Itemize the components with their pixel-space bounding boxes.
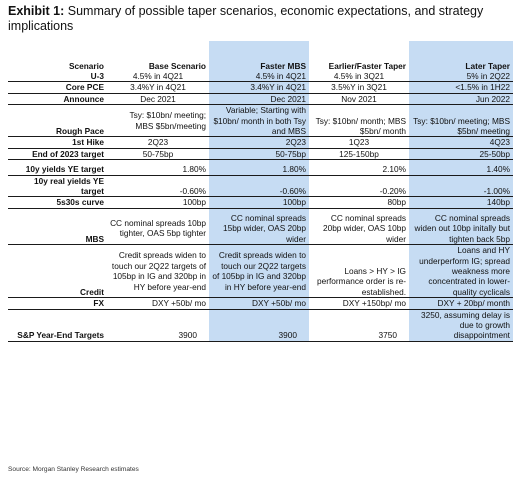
header-earlier-faster: Earlier/Faster Taper	[328, 60, 406, 71]
cell: 100bp	[209, 196, 309, 209]
cell: 1.40%	[409, 164, 513, 176]
source-note: Source: Morgan Stanley Research estimate…	[8, 466, 139, 473]
cell: 3900	[209, 309, 309, 342]
cell: 2Q23	[107, 136, 209, 149]
cell: -0.60%	[107, 175, 209, 198]
table-row-fx: FX DXY +50b/ mo DXY +50b/ mo DXY +150bp/…	[8, 297, 513, 310]
cell: Tsy: $10bn/ meeting; MBS $5bn/ meeting	[409, 104, 513, 138]
table-row-5s30s: 5s30s curve 100bp 100bp 80bp 140bp	[8, 196, 513, 209]
table-row-credit: Credit Credit spreads widen to touch our…	[8, 244, 513, 299]
cell: DXY +50b/ mo	[209, 297, 309, 310]
table-row-sp-targets: S&P Year-End Targets 3900 3900 3750 3250…	[8, 309, 513, 342]
row-label: U-3	[8, 71, 107, 83]
cell: Tsy: $10bn/ meeting; MBS $5bn/meeting	[107, 104, 209, 138]
cell: 100bp	[107, 196, 209, 209]
row-label: MBS	[8, 212, 107, 246]
cell: 1Q23	[309, 136, 409, 149]
cell: 2.10%	[309, 164, 409, 176]
row-label: FX	[8, 297, 107, 310]
cell: 50-75bp	[107, 148, 209, 161]
spacer-row	[8, 159, 513, 165]
spacer-row	[8, 208, 513, 213]
cell: 3750	[309, 309, 409, 342]
cell: Loans and HY underperform IG; spread wea…	[409, 244, 513, 299]
cell: 5% in 2Q22	[409, 71, 513, 83]
cell: 3.5%Y in 3Q21	[309, 81, 409, 94]
cell: <1.5% in 1H22	[409, 81, 513, 94]
header-row: Scenario Base Scenario Faster MBS Earlie…	[8, 41, 513, 71]
cell: 3.4%Y in 4Q21	[107, 81, 209, 94]
cell: Credit spreads widen to touch our 2Q22 t…	[107, 244, 209, 299]
row-label: 5s30s curve	[8, 196, 107, 209]
cell: CC nominal spreads 20bp wider, OAS 10bp …	[309, 212, 409, 246]
cell: 1.80%	[107, 164, 209, 176]
cell: Nov 2021	[309, 93, 409, 106]
cell: Dec 2021	[107, 93, 209, 106]
table-row-rough-pace: Rough Pace Tsy: $10bn/ meeting; MBS $5bn…	[8, 104, 513, 138]
header-later-taper: Later Taper	[409, 41, 513, 71]
cell: Dec 2021	[209, 93, 309, 106]
header-scenario: Scenario	[68, 60, 104, 71]
cell: -1.00%	[409, 175, 513, 198]
cell: -0.60%	[209, 175, 309, 198]
cell: 2Q23	[209, 136, 309, 149]
scenario-table: Scenario Base Scenario Faster MBS Earlie…	[8, 41, 513, 342]
cell: 3900	[107, 309, 209, 342]
table-row-10y-real: 10y real yields YE target -0.60% -0.60% …	[8, 175, 513, 198]
row-label: 10y real yields YE target	[8, 175, 107, 198]
row-label: 10y yields YE target	[8, 164, 107, 176]
cell: 125-150bp	[309, 148, 409, 161]
cell: Tsy: $10bn/ month; MBS $5bn/ month	[309, 104, 409, 138]
cell: Variable; Starting with $10bn/ month in …	[209, 104, 309, 138]
cell: 3.4%Y in 4Q21	[209, 81, 309, 94]
cell: 80bp	[309, 196, 409, 209]
row-label: End of 2023 target	[8, 148, 107, 161]
table-row-first-hike: 1st Hike 2Q23 2Q23 1Q23 4Q23	[8, 136, 513, 149]
table-row-10y-yields: 10y yields YE target 1.80% 1.80% 2.10% 1…	[8, 164, 513, 176]
row-label: Rough Pace	[8, 104, 107, 138]
cell: 4.5% in 4Q21	[209, 71, 309, 83]
cell: 140bp	[409, 196, 513, 209]
table-row-announce: Announce Dec 2021 Dec 2021 Nov 2021 Jun …	[8, 93, 513, 106]
table-row-end-2023: End of 2023 target 50-75bp 50-75bp 125-1…	[8, 148, 513, 161]
table-row-core-pce: Core PCE 3.4%Y in 4Q21 3.4%Y in 4Q21 3.5…	[8, 81, 513, 94]
cell: Credit spreads widen to touch our 2Q22 t…	[209, 244, 309, 299]
cell: 25-50bp	[409, 148, 513, 161]
cell: DXY +150bp/ mo	[309, 297, 409, 310]
cell: CC nominal spreads 15bp wider, OAS 20bp …	[209, 212, 309, 246]
exhibit-label: Exhibit 1:	[8, 4, 65, 18]
cell: DXY +50b/ mo	[107, 297, 209, 310]
cell: CC nominal spreads widen out 10bp inital…	[409, 212, 513, 246]
row-label: Announce	[8, 93, 107, 106]
exhibit-title-text: Summary of possible taper scenarios, eco…	[8, 4, 484, 33]
header-faster-mbs: Faster MBS	[209, 41, 309, 71]
cell: 1.80%	[209, 164, 309, 176]
cell: Jun 2022	[409, 93, 513, 106]
cell: 4.5% in 3Q21	[309, 71, 409, 83]
cell: CC nominal spreads 10bp tighter, OAS 5bp…	[107, 212, 209, 246]
header-base: Base Scenario	[148, 60, 206, 71]
cell: 4.5% in 4Q21	[107, 71, 209, 83]
cell: 4Q23	[409, 136, 513, 149]
row-label: Core PCE	[8, 81, 107, 94]
table-row-u3: U-3 4.5% in 4Q21 4.5% in 4Q21 4.5% in 3Q…	[8, 71, 513, 83]
cell: DXY + 20bp/ month	[409, 297, 513, 310]
row-label: 1st Hike	[8, 136, 107, 149]
row-label: S&P Year-End Targets	[8, 309, 107, 342]
exhibit-title: Exhibit 1: Summary of possible taper sce…	[8, 4, 513, 34]
cell: 3250, assuming delay is due to growth di…	[409, 309, 513, 342]
cell: -0.20%	[309, 175, 409, 198]
cell: 50-75bp	[209, 148, 309, 161]
cell: Loans > HY > IG performance order is re-…	[309, 244, 409, 299]
row-label: Credit	[8, 244, 107, 299]
table-row-mbs: MBS CC nominal spreads 10bp tighter, OAS…	[8, 212, 513, 246]
